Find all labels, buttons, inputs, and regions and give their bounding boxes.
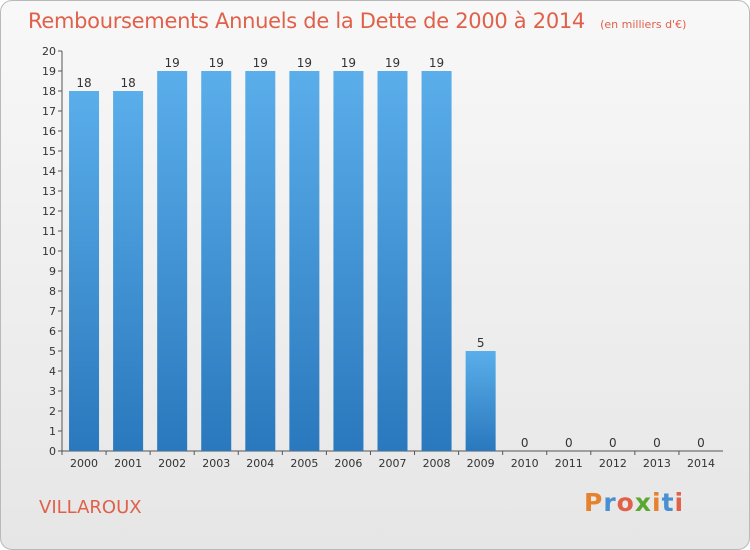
bar xyxy=(465,351,496,451)
logo-letter: x xyxy=(634,488,652,517)
x-tick-label: 2006 xyxy=(334,457,362,470)
x-tick-label: 2008 xyxy=(423,457,451,470)
logo-letter: P xyxy=(584,488,604,517)
y-tick-label: 6 xyxy=(49,325,56,338)
y-tick-label: 12 xyxy=(42,205,56,218)
logo-letter: o xyxy=(616,488,635,517)
chart-bars xyxy=(69,71,496,451)
y-tick-label: 9 xyxy=(49,265,56,278)
logo-letter: i xyxy=(652,488,662,517)
bar xyxy=(201,71,232,451)
y-tick-label: 5 xyxy=(49,345,56,358)
x-tick-label: 2007 xyxy=(379,457,407,470)
x-tick-label: 2003 xyxy=(202,457,230,470)
logo-letter: t xyxy=(661,488,675,517)
bar xyxy=(69,91,100,451)
x-tick-label: 2004 xyxy=(246,457,274,470)
proxiti-logo: Proxiti xyxy=(584,488,684,517)
x-tick-label: 2014 xyxy=(687,457,715,470)
data-label: 19 xyxy=(341,56,356,70)
chart-title: Remboursements Annuels de la Dette de 20… xyxy=(28,9,585,33)
bar xyxy=(157,71,188,451)
x-tick-label: 2010 xyxy=(511,457,539,470)
y-tick-label: 10 xyxy=(42,245,56,258)
x-tick-label: 2002 xyxy=(158,457,186,470)
y-tick-label: 15 xyxy=(42,145,56,158)
y-tick-label: 1 xyxy=(49,425,56,438)
data-label: 19 xyxy=(429,56,444,70)
chart-labels: 18 18 19 19 19 19 19 19 19 5 0 0 0 0 0 xyxy=(76,56,704,450)
y-tick-label: 14 xyxy=(42,165,56,178)
data-label: 0 xyxy=(609,436,617,450)
logo-letter: r xyxy=(603,488,617,517)
bar xyxy=(333,71,364,451)
x-tick-label: 2000 xyxy=(70,457,98,470)
data-label: 19 xyxy=(165,56,180,70)
data-label: 0 xyxy=(653,436,661,450)
y-tick-label: 2 xyxy=(49,405,56,418)
data-label: 0 xyxy=(697,436,705,450)
data-label: 18 xyxy=(120,76,135,90)
bar xyxy=(113,91,144,451)
y-tick-label: 8 xyxy=(49,285,56,298)
x-tick-label: 2013 xyxy=(643,457,671,470)
x-tick-label: 2005 xyxy=(290,457,318,470)
y-tick-label: 20 xyxy=(42,45,56,58)
y-tick-label: 17 xyxy=(42,105,56,118)
commune-name: VILLAROUX xyxy=(39,497,142,518)
y-tick-label: 18 xyxy=(42,85,56,98)
y-tick-label: 7 xyxy=(49,305,56,318)
data-label: 18 xyxy=(76,76,91,90)
data-label: 0 xyxy=(565,436,573,450)
data-label: 0 xyxy=(521,436,529,450)
y-tick-label: 4 xyxy=(49,365,56,378)
y-tick-label: 19 xyxy=(42,65,56,78)
data-label: 19 xyxy=(385,56,400,70)
x-tick-label: 2009 xyxy=(467,457,495,470)
y-tick-label: 16 xyxy=(42,125,56,138)
bar xyxy=(421,71,452,451)
data-label: 19 xyxy=(209,56,224,70)
bar xyxy=(289,71,320,451)
y-tick-label: 0 xyxy=(49,445,56,458)
bar xyxy=(377,71,408,451)
data-label: 19 xyxy=(297,56,312,70)
x-tick-label: 2012 xyxy=(599,457,627,470)
y-tick-label: 3 xyxy=(49,385,56,398)
y-tick-label: 13 xyxy=(42,185,56,198)
y-tick-label: 11 xyxy=(42,225,56,238)
chart-subtitle: (en milliers d'€) xyxy=(600,18,687,31)
x-tick-label: 2011 xyxy=(555,457,583,470)
x-tick-label: 2001 xyxy=(114,457,142,470)
data-label: 5 xyxy=(477,336,485,350)
data-label: 19 xyxy=(253,56,268,70)
chart-title-area: Remboursements Annuels de la Dette de 20… xyxy=(28,9,686,33)
bar xyxy=(245,71,276,451)
logo-letter: i xyxy=(674,488,685,517)
